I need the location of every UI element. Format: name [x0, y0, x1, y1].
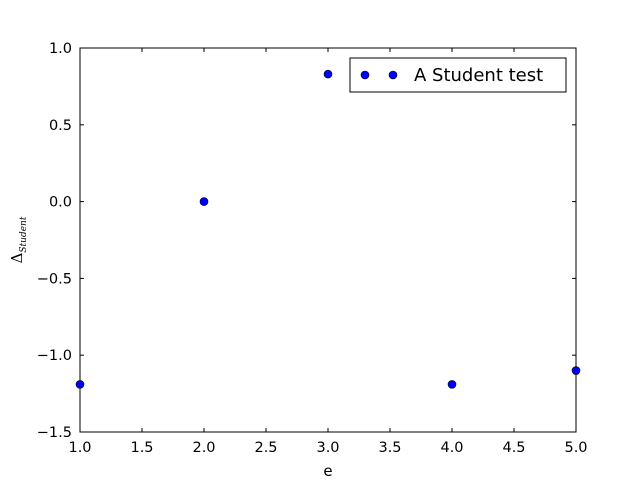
y-tick-label: −1.0: [37, 348, 72, 364]
x-tick-label: 3.5: [378, 440, 401, 456]
y-tick-labels: 1.0 0.5 0.0 −0.5 −1.0 −1.5: [37, 41, 72, 441]
legend-marker-2: [388, 70, 398, 80]
legend-box: [349, 57, 567, 93]
y-axis-label-main: Δ: [8, 252, 26, 263]
tick-marks: [79, 47, 577, 433]
x-tick-label: 1.5: [130, 440, 153, 456]
x-tick-label: 2.0: [192, 440, 215, 456]
x-tick-label: 3.0: [316, 440, 339, 456]
legend-label: A Student test: [414, 65, 543, 86]
legend-marker-1: [360, 70, 370, 80]
x-axis-label: e: [323, 462, 332, 480]
y-tick-label: 0.0: [49, 195, 72, 211]
data-points: [75, 69, 581, 389]
y-tick-label: 0.5: [49, 118, 72, 134]
svg-text:ΔStudent: ΔStudent: [8, 216, 29, 263]
x-tick-label: 1.0: [68, 440, 91, 456]
x-tick-label: 4.5: [502, 440, 525, 456]
y-axis-label: ΔStudent: [8, 216, 29, 263]
y-axis-label-subscript: Student: [19, 216, 29, 252]
data-point: [447, 380, 457, 389]
data-point: [75, 380, 85, 389]
x-tick-label: 2.5: [254, 440, 277, 456]
x-tick-label: 5.0: [564, 440, 587, 456]
data-point: [571, 366, 581, 375]
y-tick-label: −1.5: [37, 425, 72, 441]
x-tick-labels: 1.0 1.5 2.0 2.5 3.0 3.5 4.0 4.5 5.0: [68, 440, 587, 456]
plot-area: [79, 47, 577, 433]
data-point: [323, 69, 333, 79]
x-tick-label: 4.0: [440, 440, 463, 456]
y-tick-label: 1.0: [49, 41, 72, 57]
y-tick-label: −0.5: [37, 271, 72, 287]
legend: A Student test: [349, 57, 567, 93]
data-point: [199, 197, 209, 206]
